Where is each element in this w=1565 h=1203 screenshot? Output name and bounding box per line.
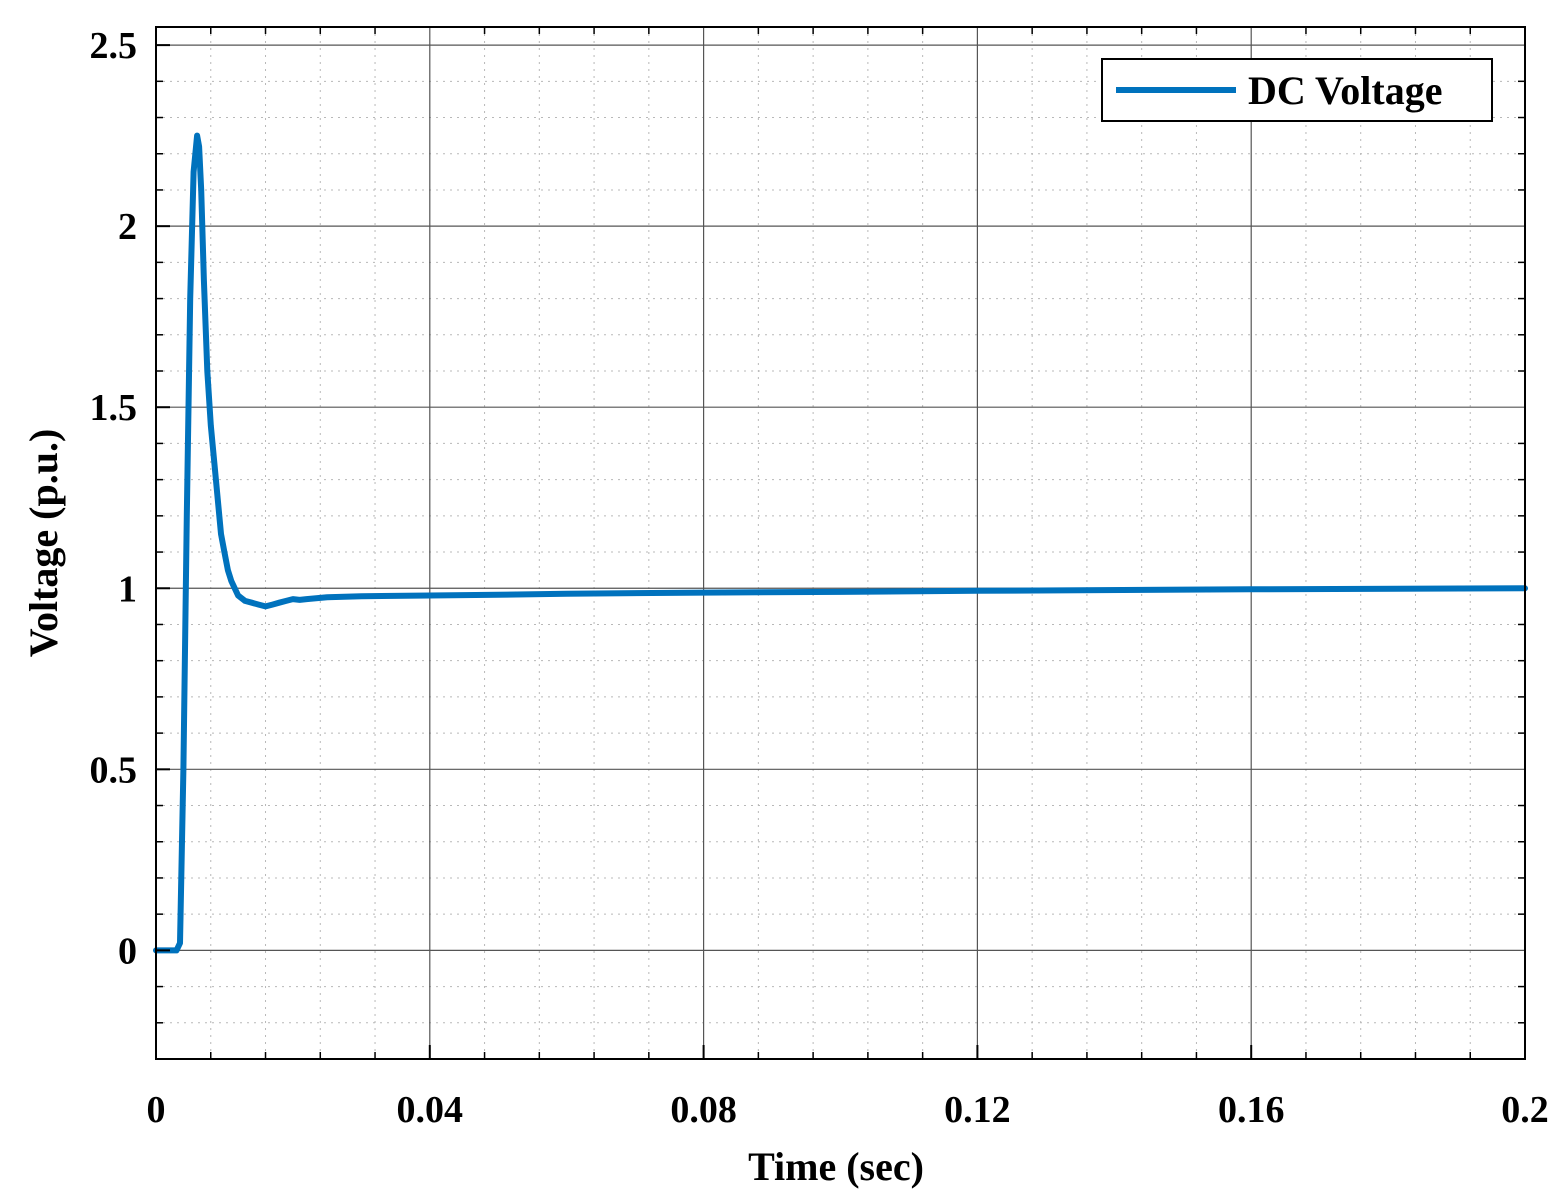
legend-label-dc-voltage: DC Voltage xyxy=(1248,68,1442,113)
x-axis-title: Time (sec) xyxy=(748,1144,924,1189)
y-axis-title: Voltage (p.u.) xyxy=(21,429,66,658)
y-tick-label: 1.5 xyxy=(90,387,138,429)
tick-marks xyxy=(155,27,1526,1060)
y-tick-label: 0 xyxy=(118,930,137,972)
x-tick-label: 0.12 xyxy=(944,1089,1011,1131)
y-tick-label: 0.5 xyxy=(90,749,138,791)
series-layer xyxy=(153,132,1528,954)
x-tick-label: 0.08 xyxy=(670,1089,737,1131)
y-tick-labels: 0 0.5 1 1.5 2 2.5 xyxy=(90,25,138,972)
plot-background xyxy=(156,27,1525,1059)
plot-frame xyxy=(155,26,1526,1060)
x-tick-label: 0.2 xyxy=(1501,1089,1549,1131)
x-tick-label: 0.04 xyxy=(397,1089,464,1131)
y-tick-label: 2 xyxy=(118,206,137,248)
y-tick-label: 2.5 xyxy=(90,25,138,67)
x-tick-label: 0.16 xyxy=(1218,1089,1285,1131)
series-line-dc-voltage xyxy=(153,132,1528,954)
y-tick-label: 1 xyxy=(118,568,137,610)
legend: DC Voltage xyxy=(1101,58,1493,122)
x-tick-label: 0 xyxy=(147,1089,166,1131)
x-tick-labels: 0 0.04 0.08 0.12 0.16 0.2 xyxy=(147,1089,1549,1131)
